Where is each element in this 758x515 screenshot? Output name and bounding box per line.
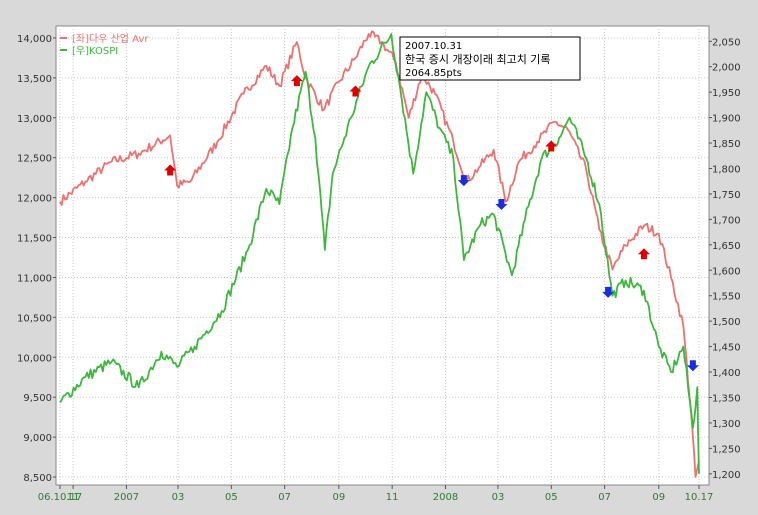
annotation-frame — [399, 36, 581, 81]
x-tick-label: 03 — [172, 492, 185, 503]
down-arrow-marker — [686, 360, 699, 372]
right-axis: 1,200 1,250 1,300 1,350 1,400 1,450 1,500 1,550… — [709, 37, 741, 481]
x-tick-label: 2007 — [114, 492, 139, 503]
grid — [56, 26, 709, 485]
up-arrow-marker — [349, 85, 362, 97]
y-right-tick-label: 1,300 — [712, 419, 741, 430]
y-left-tick-label: 12,500 — [17, 154, 52, 165]
series-line-kospi — [59, 33, 700, 474]
x-tick-label: 09 — [652, 492, 665, 503]
y-right-tick-label: 1,900 — [712, 114, 741, 125]
down-arrow-marker — [457, 175, 470, 187]
legend: [좌]다우 산업 Avr [우]KOSPI — [60, 32, 149, 57]
y-left-tick-label: 8,500 — [23, 473, 52, 484]
legend-label-dow: [좌]다우 산업 Avr — [72, 32, 149, 45]
y-right-tick-label: 1,600 — [712, 266, 741, 277]
down-arrow-marker — [495, 199, 508, 211]
y-right-tick-label: 1,550 — [712, 292, 741, 303]
x-tick-label: 10.17 — [685, 492, 714, 503]
annotation-text: 한국 증시 개장이래 최고치 기록 — [405, 53, 551, 66]
annotation-value: 2064.85pts — [405, 68, 462, 79]
y-left-tick-label: 9,500 — [23, 393, 52, 404]
y-left-tick-label: 9,000 — [23, 433, 52, 444]
y-right-tick-label: 1,250 — [712, 444, 741, 455]
y-right-tick-label: 1,650 — [712, 241, 741, 252]
y-right-tick-label: 2,050 — [712, 37, 741, 48]
up-arrow-marker — [545, 140, 558, 152]
y-left-tick-label: 12,000 — [17, 194, 52, 205]
x-tick-label: 05 — [545, 492, 558, 503]
y-right-tick-label: 1,350 — [712, 393, 741, 404]
x-tick-label: 2008 — [433, 492, 458, 503]
y-left-tick-label: 13,500 — [17, 74, 52, 85]
down-arrow-marker — [602, 286, 615, 298]
legend-label-kospi: [우]KOSPI — [72, 45, 118, 57]
x-tick-label: 11 — [386, 492, 399, 503]
x-tick-label: 05 — [225, 492, 238, 503]
x-tick-label: 03 — [492, 492, 505, 503]
x-tick-label: 09 — [332, 492, 345, 503]
left-axis: 8,500 9,000 9,500 10,000 10,500 11,000 11,500 1… — [17, 34, 56, 484]
up-arrow-marker — [164, 164, 177, 176]
y-left-tick-label: 13,000 — [17, 114, 52, 125]
y-right-tick-label: 2,000 — [712, 63, 741, 74]
y-left-tick-label: 10,500 — [17, 313, 52, 324]
y-right-tick-label: 1,400 — [712, 368, 741, 379]
y-left-tick-label: 11,500 — [17, 234, 52, 245]
series-layer — [59, 30, 700, 478]
y-right-tick-label: 1,200 — [712, 470, 741, 481]
y-left-tick-label: 10,000 — [17, 353, 52, 364]
y-right-tick-label: 1,450 — [712, 343, 741, 354]
x-tick-label: 07 — [598, 492, 611, 503]
up-arrow-marker — [637, 248, 650, 260]
plot-frame — [55, 25, 710, 486]
x-tick-label: 06.10.17 — [38, 492, 83, 503]
y-right-tick-label: 1,500 — [712, 317, 741, 328]
up-arrow-marker — [290, 75, 303, 87]
x-tick-label: 11 — [67, 492, 80, 503]
y-right-tick-label: 1,800 — [712, 164, 741, 175]
x-tick-label: 07 — [278, 492, 291, 503]
annotation-date: 2007.10.31 — [405, 41, 462, 52]
y-right-tick-label: 1,950 — [712, 88, 741, 99]
y-left-tick-label: 14,000 — [17, 34, 52, 45]
marker-layer — [164, 75, 699, 372]
annotation-box: 2007.10.31 한국 증시 개장이래 최고치 기록 2064.85pts — [399, 36, 581, 81]
y-right-tick-label: 1,750 — [712, 190, 741, 201]
y-left-tick-label: 11,000 — [17, 273, 52, 284]
y-right-tick-label: 1,850 — [712, 139, 741, 150]
y-right-tick-label: 1,700 — [712, 215, 741, 226]
